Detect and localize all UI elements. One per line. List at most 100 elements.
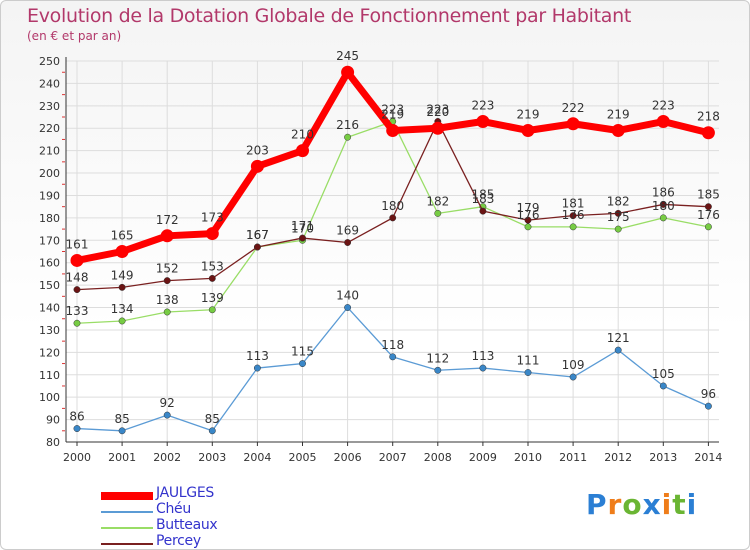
point-butteaux bbox=[704, 223, 712, 231]
point-cheu bbox=[659, 382, 667, 390]
y-tick-label: 110 bbox=[39, 369, 60, 382]
logo-letter: o bbox=[622, 488, 643, 521]
data-label-cheu: 109 bbox=[562, 358, 585, 372]
point-cheu bbox=[208, 427, 216, 435]
data-label-cheu: 86 bbox=[69, 410, 84, 424]
data-label-butteaux: 138 bbox=[156, 293, 179, 307]
data-label-percey: 152 bbox=[156, 262, 179, 276]
point-percey bbox=[569, 212, 577, 220]
point-percey bbox=[614, 209, 622, 217]
data-label-jaulges: 173 bbox=[201, 211, 224, 225]
legend-swatch-cheu bbox=[101, 511, 153, 513]
y-tick-label: 130 bbox=[39, 324, 60, 337]
point-percey bbox=[118, 283, 126, 291]
data-label-jaulges: 219 bbox=[381, 107, 404, 121]
y-tick-label: 230 bbox=[39, 100, 60, 113]
x-tick-label: 2010 bbox=[514, 451, 542, 464]
data-label-butteaux: 167 bbox=[246, 228, 269, 242]
axes: 8090100110120130140150160170180190200210… bbox=[39, 55, 722, 464]
legend-label-percey: Percey bbox=[156, 533, 201, 549]
y-tick-label: 220 bbox=[39, 122, 60, 135]
y-tick-label: 160 bbox=[39, 257, 60, 270]
data-label-butteaux: 223 bbox=[381, 103, 404, 117]
legend-swatch-jaulges bbox=[101, 492, 153, 500]
data-label-butteaux: 176 bbox=[517, 208, 540, 222]
data-label-butteaux: 175 bbox=[607, 210, 630, 224]
x-tick-label: 2012 bbox=[604, 451, 632, 464]
data-label-jaulges: 222 bbox=[562, 101, 585, 115]
data-label-jaulges: 223 bbox=[652, 99, 675, 113]
y-tick-label: 200 bbox=[39, 167, 60, 180]
x-tick-label: 2013 bbox=[649, 451, 677, 464]
chart-title: Evolution de la Dotation Globale de Fonc… bbox=[27, 5, 632, 27]
point-jaulges bbox=[296, 144, 309, 158]
point-percey bbox=[659, 200, 667, 208]
data-label-jaulges: 161 bbox=[66, 237, 89, 251]
point-percey bbox=[253, 243, 261, 251]
data-label-cheu: 105 bbox=[652, 367, 675, 381]
data-label-percey: 181 bbox=[562, 197, 585, 211]
logo-letter: i bbox=[661, 488, 673, 521]
data-label-butteaux: 176 bbox=[697, 208, 720, 222]
point-cheu bbox=[704, 402, 712, 410]
point-jaulges bbox=[341, 65, 355, 79]
data-label-cheu: 121 bbox=[607, 331, 630, 345]
x-tick-label: 2005 bbox=[289, 451, 317, 464]
data-label-percey: 182 bbox=[607, 194, 630, 208]
point-cheu bbox=[569, 373, 577, 381]
data-label-butteaux: 139 bbox=[201, 291, 224, 305]
point-cheu bbox=[299, 360, 306, 368]
point-butteaux bbox=[569, 223, 577, 231]
y-tick-label: 240 bbox=[39, 77, 60, 90]
point-jaulges bbox=[115, 245, 129, 258]
data-label-butteaux: 216 bbox=[336, 118, 359, 132]
data-label-percey: 148 bbox=[66, 271, 89, 285]
data-labels: 86 85 92 85 113 115 140 118 112 113 111 109 121 105 96… bbox=[66, 49, 720, 426]
point-cheu bbox=[389, 353, 397, 361]
point-percey bbox=[344, 239, 352, 246]
x-tick-label: 2014 bbox=[694, 451, 722, 464]
data-label-butteaux: 180 bbox=[652, 199, 675, 213]
legend-item-jaulges: JAULGES bbox=[101, 485, 301, 504]
point-percey bbox=[163, 277, 171, 285]
proxiti-logo: Proxiti bbox=[586, 488, 697, 521]
data-label-cheu: 96 bbox=[701, 387, 716, 401]
point-jaulges bbox=[70, 253, 84, 267]
logo-letter: x bbox=[642, 488, 662, 521]
data-label-cheu: 92 bbox=[160, 396, 175, 410]
data-label-cheu: 85 bbox=[205, 412, 220, 426]
data-label-butteaux: 182 bbox=[426, 194, 449, 208]
point-percey bbox=[479, 207, 487, 215]
x-tick-label: 2002 bbox=[153, 451, 181, 464]
y-tick-label: 250 bbox=[39, 55, 60, 68]
y-tick-label: 210 bbox=[39, 145, 60, 158]
data-label-cheu: 111 bbox=[517, 354, 540, 368]
data-label-jaulges: 210 bbox=[291, 128, 314, 142]
data-label-jaulges: 172 bbox=[156, 213, 179, 227]
data-label-percey: 186 bbox=[652, 185, 675, 199]
data-label-percey: 167 bbox=[246, 228, 269, 242]
point-cheu bbox=[344, 304, 352, 311]
data-label-percey: 185 bbox=[697, 188, 720, 202]
point-percey bbox=[389, 214, 397, 222]
y-tick-label: 80 bbox=[46, 436, 60, 449]
data-label-jaulges: 223 bbox=[471, 99, 494, 113]
legend-label-butteaux: Butteaux bbox=[156, 517, 218, 533]
logo-letter: P bbox=[586, 488, 608, 521]
data-label-jaulges: 219 bbox=[607, 107, 630, 121]
chart-subtitle: (en € et par an) bbox=[27, 29, 122, 43]
point-percey bbox=[524, 216, 532, 224]
data-label-jaulges: 245 bbox=[336, 49, 359, 63]
point-jaulges bbox=[205, 227, 219, 241]
point-cheu bbox=[524, 369, 532, 376]
legend-item-cheu: Chéu bbox=[101, 501, 301, 520]
data-label-percey: 179 bbox=[517, 201, 540, 215]
point-cheu bbox=[479, 364, 487, 372]
point-cheu bbox=[118, 427, 126, 435]
data-label-percey: 180 bbox=[381, 199, 404, 213]
point-cheu bbox=[73, 425, 81, 433]
data-label-butteaux: 176 bbox=[562, 208, 585, 222]
point-butteaux bbox=[344, 133, 352, 141]
x-tick-label: 2000 bbox=[63, 451, 91, 464]
